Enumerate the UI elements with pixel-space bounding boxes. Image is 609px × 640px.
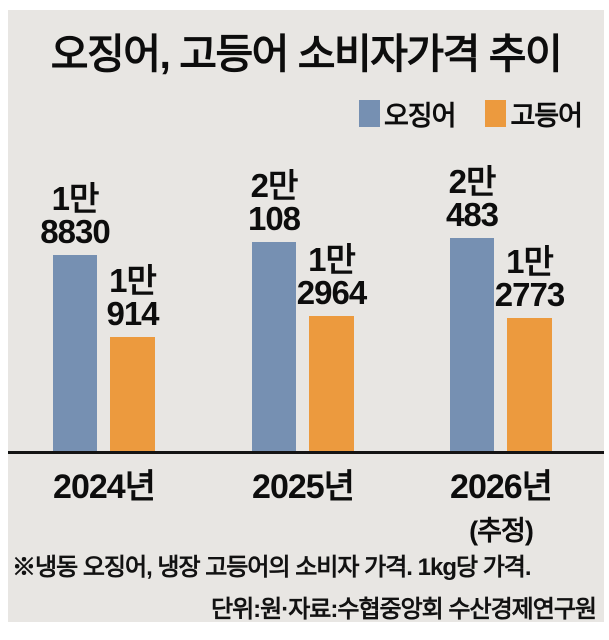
legend: 오징어 고등어 bbox=[358, 94, 583, 133]
squid-value-label: 2만 483 bbox=[445, 162, 499, 234]
squid-bar bbox=[53, 255, 97, 451]
mackerel-bar bbox=[507, 318, 552, 451]
mackerel-value-label: 1만 2964 bbox=[296, 240, 367, 312]
x-axis-tick-2026: 2026년 (추정) bbox=[450, 459, 553, 548]
legend-item-mackerel: 고등어 bbox=[485, 94, 583, 133]
squid-bar bbox=[252, 242, 296, 451]
x-axis-tick-2024: 2024년 bbox=[53, 459, 156, 508]
footnote-line-2: 단위:원·자료:수협중앙회 수산경제연구원 bbox=[210, 596, 597, 623]
footnotes: ※냉동 오징어, 냉장 고등어의 소비자 가격. 1kg당 가격. 단위:원·자… bbox=[12, 547, 597, 624]
mackerel-bar bbox=[309, 316, 354, 451]
x-axis-note: (추정) bbox=[469, 516, 534, 546]
mackerel-value-label: 1만 2773 bbox=[494, 242, 565, 314]
x-axis-label: 2024년 bbox=[53, 468, 156, 506]
bar-group-2024: 1만 8830 1만 914 bbox=[40, 10, 160, 451]
mackerel-value-label: 1만 914 bbox=[106, 261, 159, 333]
x-axis-line bbox=[8, 451, 604, 454]
mackerel-legend-swatch-icon bbox=[485, 100, 507, 127]
chart-title: 오징어, 고등어 소비자가격 추이 bbox=[50, 31, 563, 77]
mackerel-bar bbox=[110, 337, 155, 451]
bar-group-2026: 2만 483 1만 2773 bbox=[446, 10, 565, 451]
bar-group-2025: 2만 108 1만 2964 bbox=[248, 10, 367, 451]
legend-item-squid: 오징어 bbox=[358, 94, 457, 133]
squid-legend-swatch-icon bbox=[358, 100, 380, 127]
x-axis-tick-2025: 2025년 bbox=[252, 459, 355, 508]
mackerel-legend-label: 고등어 bbox=[510, 101, 583, 131]
squid-bar bbox=[450, 238, 494, 451]
x-axis-label: 2026년 bbox=[450, 468, 553, 506]
x-axis-label: 2025년 bbox=[252, 468, 355, 506]
plot-area: 1만 8830 1만 914 2024년 2만 108 1만 2964 2025년 2만 4… bbox=[8, 10, 604, 622]
squid-legend-label: 오징어 bbox=[383, 101, 457, 131]
footnote-line-1: ※냉동 오징어, 냉장 고등어의 소비자 가격. 1kg당 가격. bbox=[12, 554, 532, 581]
chart-panel: 오징어, 고등어 소비자가격 추이 오징어 고등어 1만 8830 1만 914 2… bbox=[8, 10, 604, 624]
squid-value-label: 1만 8830 bbox=[40, 179, 110, 251]
squid-value-label: 2만 108 bbox=[247, 166, 301, 238]
